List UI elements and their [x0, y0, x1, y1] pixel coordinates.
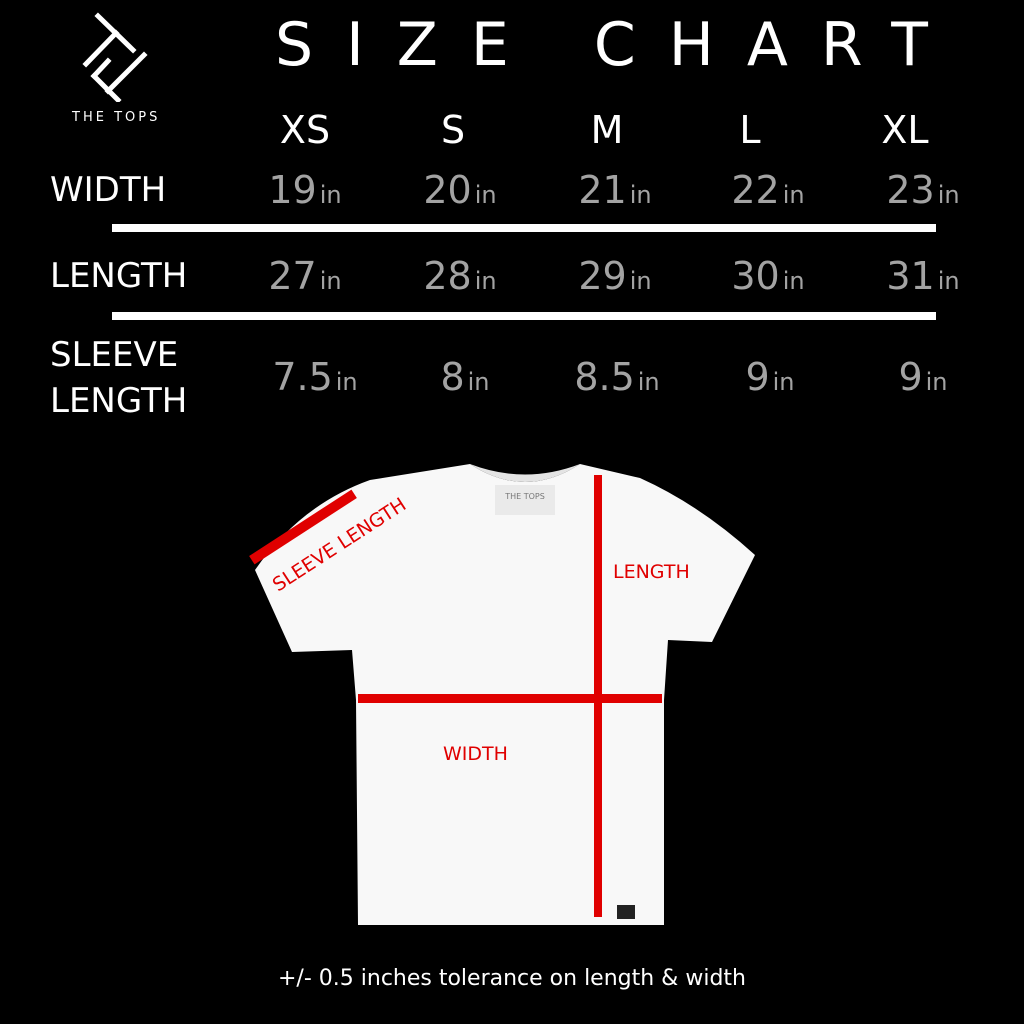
- row-divider: [112, 312, 936, 320]
- length-label: LENGTH: [613, 561, 690, 583]
- page-title: SIZE CHART: [275, 10, 961, 80]
- value-sleeve-xs: 7.5 in: [272, 355, 358, 399]
- value-sleeve-xl: 9 in: [898, 355, 948, 399]
- value-width-s: 20 in: [423, 168, 497, 212]
- shirt-hem-tag: [617, 905, 635, 919]
- brand-name: THE TOPS: [72, 110, 161, 125]
- value-width-l: 22 in: [731, 168, 805, 212]
- width-label: WIDTH: [443, 743, 508, 765]
- tshirt-diagram: THE TOPS SLEEVE LENGTH LENGTH WIDTH: [249, 464, 755, 925]
- size-header-l: L: [739, 108, 761, 152]
- value-sleeve-m: 8.5 in: [574, 355, 660, 399]
- row-label-width: WIDTH: [50, 170, 167, 210]
- value-width-m: 21 in: [578, 168, 652, 212]
- value-length-l: 30 in: [731, 254, 805, 298]
- sleeve-length-marker: [249, 489, 357, 565]
- value-width-xl: 23 in: [886, 168, 960, 212]
- row-divider: [112, 224, 936, 232]
- width-marker: [358, 694, 662, 703]
- value-length-s: 28 in: [423, 254, 497, 298]
- row-label-sleeve-length: SLEEVE LENGTH: [50, 335, 188, 421]
- value-length-xl: 31 in: [886, 254, 960, 298]
- value-sleeve-l: 9 in: [745, 355, 795, 399]
- size-header-xs: XS: [279, 108, 331, 152]
- value-sleeve-s: 8 in: [440, 355, 490, 399]
- value-length-m: 29 in: [578, 254, 652, 298]
- value-width-xs: 19 in: [268, 168, 342, 212]
- size-header-s: S: [440, 108, 466, 152]
- row-label-length: LENGTH: [50, 256, 188, 296]
- shirt-tag-text: THE TOPS: [504, 492, 545, 501]
- tolerance-note: +/- 0.5 inches tolerance on length & wid…: [278, 966, 746, 991]
- value-length-xs: 27 in: [268, 254, 342, 298]
- size-header-m: M: [590, 108, 624, 152]
- brand-logo-icon: [82, 12, 148, 102]
- size-header-xl: XL: [881, 108, 929, 152]
